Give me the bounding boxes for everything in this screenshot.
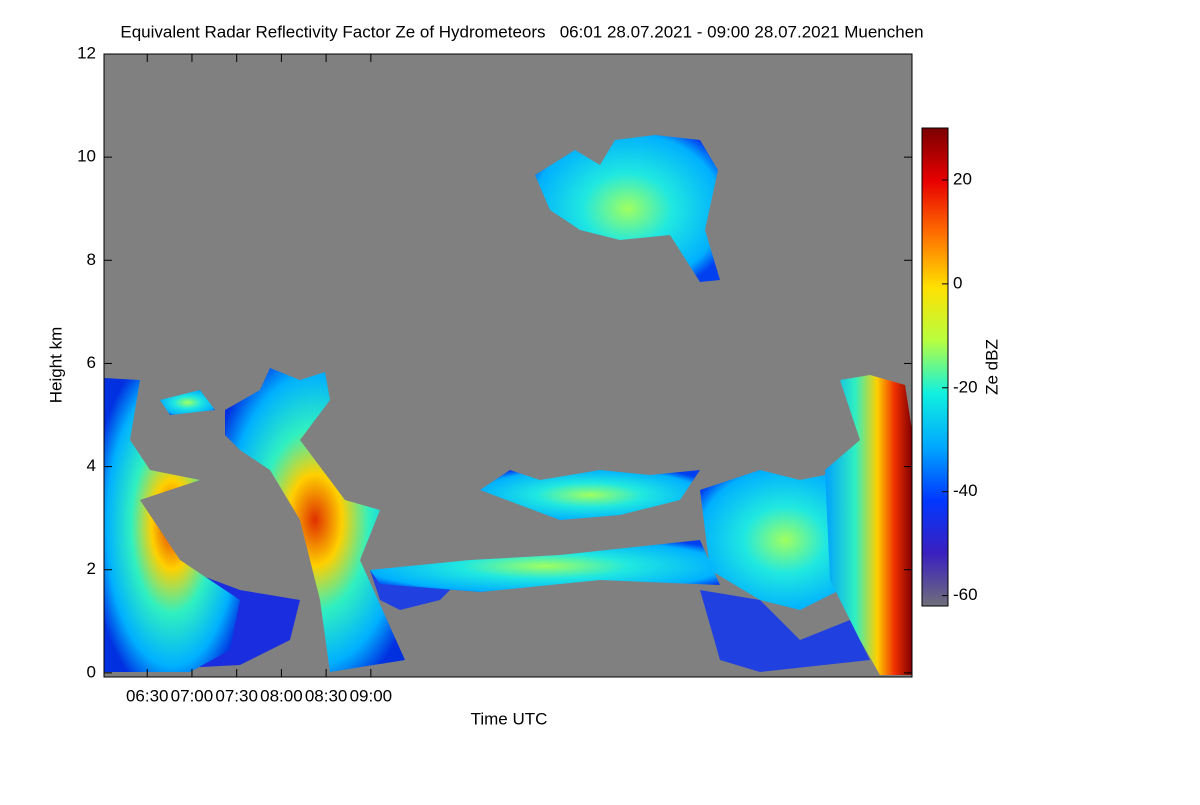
x-tick-label: 06:30 xyxy=(126,686,169,705)
x-tick-label: 07:30 xyxy=(215,686,258,705)
echo-region xyxy=(480,470,700,520)
echo-region xyxy=(225,368,405,672)
y-axis-label: Height km xyxy=(46,327,65,404)
echo-region xyxy=(825,375,912,675)
echo-region xyxy=(104,378,240,672)
colorbar-tick-label: -40 xyxy=(953,481,978,500)
colorbar-tick-label: 0 xyxy=(953,273,962,292)
x-tick-label: 07:00 xyxy=(171,686,214,705)
colorbar-tick-label: -20 xyxy=(953,377,978,396)
echo-region xyxy=(370,540,720,592)
x-tick-label: 08:30 xyxy=(305,686,348,705)
x-axis-label: Time UTC xyxy=(471,709,548,728)
echo-region xyxy=(535,135,720,282)
colorbar-tick-label: 20 xyxy=(953,169,972,188)
y-tick-label: 0 xyxy=(87,662,96,681)
chart-title: Equivalent Radar Reflectivity Factor Ze … xyxy=(120,22,923,41)
axes xyxy=(103,53,913,678)
reflectivity-field xyxy=(104,135,912,675)
y-tick-label: 8 xyxy=(87,250,96,269)
y-tick-label: 10 xyxy=(77,147,96,166)
x-tick-label: 09:00 xyxy=(350,686,393,705)
colorbar-label: Ze dBZ xyxy=(982,339,1001,395)
y-tick-label: 2 xyxy=(87,559,96,578)
x-tick-label: 08:00 xyxy=(260,686,303,705)
echo-region xyxy=(700,590,870,672)
colorbar xyxy=(921,127,949,607)
echo-region xyxy=(160,390,215,415)
y-tick-label: 6 xyxy=(87,353,96,372)
y-tick-label: 4 xyxy=(87,456,96,475)
y-tick-label: 12 xyxy=(77,43,96,62)
colorbar-tick-label: -60 xyxy=(953,585,978,604)
